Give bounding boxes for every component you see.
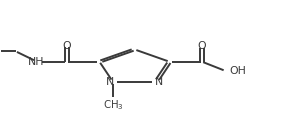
- Text: CH$_3$: CH$_3$: [102, 99, 123, 112]
- Text: N: N: [106, 77, 114, 87]
- Text: N: N: [155, 77, 163, 87]
- Text: O: O: [198, 41, 206, 51]
- Text: O: O: [63, 41, 71, 51]
- Text: NH: NH: [28, 57, 45, 67]
- Text: OH: OH: [230, 66, 247, 76]
